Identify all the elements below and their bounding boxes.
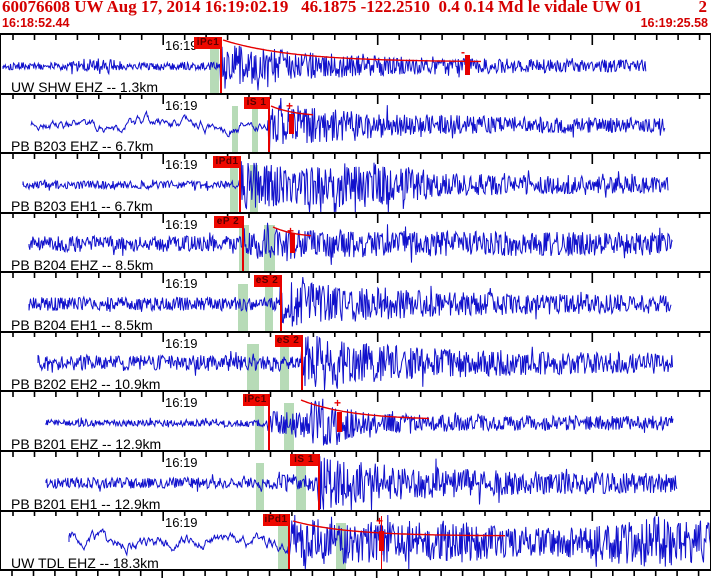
phase-pick-badge[interactable]: iPc1: [194, 37, 222, 49]
trace-panel[interactable]: 16:19 iS 1 PB B201 EH1 -- 12.9km: [1, 449, 710, 510]
station-channel-label: PB B203 EHZ -- 6.7km: [11, 138, 154, 153]
trace-panel[interactable]: 16:19 eS 2 PB B204 EH1 -- 8.5km: [1, 271, 710, 331]
trace-panel[interactable]: 16:19 iPc1 PB B201 EHZ -- 12.9km +: [1, 390, 710, 450]
phase-pick-marker[interactable]: [239, 156, 241, 212]
minute-time-label: 16:19: [165, 157, 198, 173]
pick-uncertainty-window[interactable]: [280, 343, 289, 391]
phase-pick-marker[interactable]: [220, 37, 222, 93]
phase-pick-badge[interactable]: iPd1: [213, 156, 241, 169]
pick-uncertainty-window[interactable]: [255, 403, 264, 450]
phase-pick-marker[interactable]: [318, 453, 320, 510]
coda-duration-sign: -: [461, 45, 465, 59]
pick-uncertainty-window[interactable]: [247, 343, 259, 391]
coda-duration-sign: +: [334, 396, 342, 411]
event-header-line: 60076608 UW Aug 17, 2014 16:19:02.19 46.…: [2, 0, 707, 17]
station-channel-label: PB B201 EHZ -- 12.9km: [11, 435, 162, 450]
station-channel-label: PB B204 EH1 -- 8.5km: [11, 316, 153, 331]
coda-duration-sign: +: [287, 223, 295, 238]
phase-pick-badge[interactable]: iPd1: [263, 513, 289, 526]
trace-panel[interactable]: 16:19 eP 2 PB B204 EHZ -- 8.5km +: [1, 211, 710, 272]
minute-time-label: 16:19: [165, 395, 198, 411]
pick-uncertainty-window[interactable]: [252, 105, 258, 153]
trace-panel[interactable]: 16:19 iS 1 PB B203 EHZ -- 6.7km +: [1, 92, 710, 153]
event-header-trailing-number: 2: [698, 0, 708, 16]
phase-pick-badge[interactable]: eS 2: [275, 334, 301, 347]
window-start-time: 16:18:52.44: [2, 16, 70, 30]
coda-end-marker[interactable]: [381, 515, 382, 570]
phase-pick-marker[interactable]: [268, 394, 270, 450]
pick-uncertainty-window[interactable]: [265, 284, 273, 331]
trace-panel-stack: 16:19 iPc1 UW SHW EHZ -- 1.3km - 16:19 i…: [0, 33, 711, 572]
pick-uncertainty-window[interactable]: [239, 224, 249, 272]
seismogram-waveform[interactable]: [1, 332, 710, 391]
pick-uncertainty-window[interactable]: [210, 46, 219, 93]
minute-time-label: 16:19: [165, 276, 198, 292]
station-channel-label: UW TDL EHZ -- 18.3km: [11, 555, 159, 572]
trace-panel[interactable]: 16:19 iPd1 UW TDL EHZ -- 18.3km +: [1, 509, 710, 572]
pick-uncertainty-window[interactable]: [264, 224, 275, 272]
phase-pick-marker[interactable]: [280, 275, 282, 331]
time-window-row: 16:18:52.44 16:19:25.58: [2, 16, 708, 30]
phase-pick-marker[interactable]: [268, 96, 270, 153]
pick-uncertainty-window[interactable]: [232, 105, 238, 153]
minute-time-label: 16:19: [165, 454, 198, 470]
trace-panel[interactable]: 16:19 eS 2 PB B202 EH2 -- 10.9km: [1, 330, 710, 391]
seismogram-waveform[interactable]: [1, 34, 710, 93]
phase-pick-badge[interactable]: eS 2: [254, 275, 280, 288]
seismogram-waveform[interactable]: [1, 451, 710, 510]
minute-time-label: 16:19: [165, 335, 198, 351]
station-channel-label: PB B203 EH1 -- 6.7km: [11, 197, 153, 212]
minute-time-label: 16:19: [165, 38, 198, 53]
phase-pick-badge[interactable]: iS 1: [290, 453, 318, 466]
station-channel-label: PB B201 EH1 -- 12.9km: [11, 495, 161, 510]
seismogram-waveform[interactable]: [1, 213, 710, 271]
station-channel-label: PB B202 EH2 -- 10.9km: [11, 376, 161, 391]
trace-panel[interactable]: 16:19 iPd1 PB B203 EH1 -- 6.7km: [1, 152, 710, 212]
phase-pick-marker[interactable]: [301, 334, 303, 391]
seismogram-waveform[interactable]: [1, 392, 710, 450]
phase-pick-marker[interactable]: [288, 513, 290, 570]
bottom-time-ruler: [11, 571, 700, 578]
station-channel-label: PB B204 EHZ -- 8.5km: [11, 257, 154, 272]
coda-duration-sign: +: [286, 98, 294, 113]
event-summary-text: 60076608 UW Aug 17, 2014 16:19:02.19 46.…: [2, 0, 643, 16]
seismogram-waveform[interactable]: [1, 273, 710, 331]
trace-panel[interactable]: 16:19 iPc1 UW SHW EHZ -- 1.3km -: [1, 33, 710, 93]
coda-duration-sign: +: [376, 513, 384, 528]
pick-uncertainty-window[interactable]: [230, 165, 238, 212]
station-channel-label: UW SHW EHZ -- 1.3km: [11, 78, 158, 93]
phase-pick-badge[interactable]: eP 2: [214, 215, 242, 228]
phase-pick-badge[interactable]: iS 1: [244, 96, 269, 109]
phase-pick-marker[interactable]: [242, 215, 244, 272]
window-end-time: 16:19:25.58: [640, 16, 708, 30]
minute-time-label: 16:19: [165, 216, 198, 232]
phase-pick-badge[interactable]: iPc1: [243, 394, 268, 407]
minute-time-label: 16:19: [165, 514, 198, 530]
pick-uncertainty-window[interactable]: [250, 165, 258, 212]
seismogram-waveform[interactable]: [1, 94, 710, 153]
seismogram-waveform[interactable]: [1, 511, 710, 570]
minute-time-label: 16:19: [165, 97, 198, 113]
